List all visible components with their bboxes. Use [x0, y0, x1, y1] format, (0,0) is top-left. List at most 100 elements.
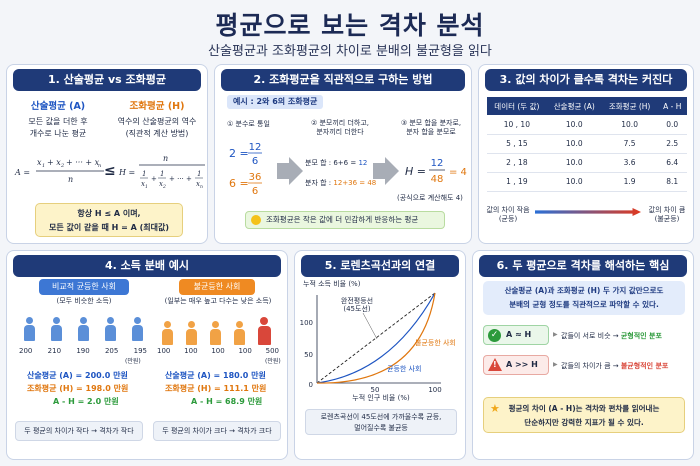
arrow-icon: ▶ — [553, 331, 558, 338]
svg-text:n: n — [163, 154, 168, 163]
formula-check: (공식으로 계산해도 4) — [397, 194, 463, 202]
svg-text:불균등한 사회: 불균등한 사회 — [415, 338, 456, 347]
svg-text:x: x — [37, 158, 42, 167]
star-icon: ★ — [490, 402, 500, 415]
arrow-icon: ▶ — [553, 361, 558, 368]
svg-text:1: 1 — [160, 170, 164, 178]
svg-text:+ ··· + x: + ··· + x — [66, 158, 100, 167]
panel-header: 5. 로렌츠곡선과의 연결 — [301, 255, 459, 277]
svg-text:분자 합 : 12+36 = 48: 분자 합 : 12+36 = 48 — [305, 178, 376, 187]
svg-text:6: 6 — [252, 186, 258, 197]
panel-header: 6. 두 평균으로 격차를 해석하는 핵심 — [479, 255, 687, 277]
equal-society-sub: (모두 비슷한 소득) — [56, 297, 112, 305]
svg-text:균등한 사회: 균등한 사회 — [387, 364, 421, 373]
svg-text:2: 2 — [60, 163, 64, 169]
panel-header: 3. 값의 차이가 클수록 격차는 커진다 — [485, 69, 687, 91]
svg-text:+: + — [151, 175, 157, 183]
svg-text:n: n — [98, 163, 101, 169]
panel-header: 1. 산술평균 vs 조화평균 — [13, 69, 201, 91]
person-icon — [161, 321, 173, 345]
unequal-note: 두 평균의 차이가 크다 → 격차가 크다 — [153, 421, 281, 441]
panel-gap-table: 3. 값의 차이가 클수록 격차는 커진다 데이터 (두 값) 산술평균 (A)… — [478, 64, 694, 244]
svg-text:x: x — [141, 180, 145, 188]
hm-steps-diagram: 2 = 12 6 6 = 36 6 분모 합 : 6+6 = 12 분자 합 :… — [229, 142, 467, 197]
page-subtitle: 산술평균과 조화평균의 차이로 분배의 불균형을 읽다 — [208, 44, 492, 59]
person-icon — [131, 317, 143, 341]
gap-gradient-arrow — [535, 208, 641, 216]
panel-key-interpretation: 6. 두 평균으로 격차를 해석하는 핵심 산술평균 (A)과 조화평균 (H)… — [472, 250, 694, 460]
unit-label: (만원) — [125, 358, 141, 365]
tick-y-100: 100 — [300, 319, 313, 327]
svg-text:분모 합 : 6+6 = 12: 분모 합 : 6+6 = 12 — [305, 158, 367, 167]
svg-text:12: 12 — [249, 142, 262, 153]
unequal-society-tag: 불균등한 사회 — [179, 279, 255, 295]
less-equal-symbol: ≤ — [104, 163, 116, 179]
tick-y-50: 50 — [304, 351, 313, 359]
warning-icon — [488, 358, 502, 371]
svg-text:(45도선): (45도선) — [343, 304, 371, 313]
conclusion-box: ★ 평균의 차이 (A - H)는 격차와 편차를 읽어내는 단순하지만 강력한 … — [483, 397, 685, 433]
svg-text:완전평등선: 완전평등선 — [341, 296, 373, 305]
svg-text:+ ··· +: + ··· + — [169, 175, 192, 183]
unequal-results: 산술평균 (A) = 180.0 만원 조화평균 (H) = 111.1 만원 … — [165, 371, 267, 406]
unequal-society-sub: (일부는 매우 높고 다수는 낮은 소득) — [164, 297, 272, 305]
gap-table: 데이터 (두 값) 산술평균 (A) 조화평균 (H) A - H 10 , 1… — [487, 97, 687, 192]
svg-text:12: 12 — [431, 158, 444, 169]
person-icon — [23, 317, 35, 341]
hm-desc: 역수의 산술평균의 역수 (직관적 계산 방법) — [117, 117, 197, 138]
svg-text:n: n — [68, 175, 73, 184]
gap-large-label: 값의 차이 큼 (불균등) — [648, 206, 686, 223]
svg-text:2: 2 — [162, 184, 166, 190]
step-2: ② 분모끼리 더하고, 분자끼리 더한다 — [310, 119, 370, 136]
svg-text:1: 1 — [142, 170, 146, 178]
svg-text:n: n — [200, 185, 203, 190]
equal-note: 두 평균의 차이가 작다 → 격차가 작다 — [15, 421, 143, 441]
svg-text:A =: A = — [14, 168, 30, 177]
table-row: 2 , 18 10.0 3.6 6.4 — [487, 153, 687, 173]
svg-text:48: 48 — [431, 174, 444, 185]
svg-text:x: x — [159, 180, 163, 188]
lightbulb-icon — [251, 215, 261, 225]
equal-people — [23, 317, 143, 341]
balanced-text: 값들이 서로 비슷 → 균형적인 분포 — [561, 332, 662, 340]
person-icon — [233, 321, 245, 345]
col-diff: A - H — [657, 97, 687, 115]
page-title: 평균으로 보는 격차 분석 — [215, 11, 485, 40]
uneven-curve — [316, 292, 436, 384]
table-row: 10 , 10 10.0 10.0 0.0 — [487, 115, 687, 135]
svg-text:1: 1 — [42, 163, 45, 169]
unbalanced-text: 값들의 차이가 큼 → 불균형적인 분포 — [561, 362, 669, 370]
svg-text:6 =: 6 = — [229, 177, 249, 190]
step-3: ③ 분모 합을 분자로, 분자 합을 분모로 — [400, 119, 462, 136]
lorenz-xlabel: 누적 인구 비율 (%) — [352, 394, 410, 402]
even-curve — [316, 292, 436, 384]
person-icon — [209, 321, 221, 345]
svg-text:H =: H = — [405, 165, 426, 178]
tick-y-0: 0 — [309, 381, 313, 389]
unbalanced-indicator: ! A >> H — [483, 355, 549, 375]
svg-text:= 4: = 4 — [449, 167, 467, 178]
person-icon — [185, 321, 197, 345]
step-1: ① 분수로 통일 — [227, 120, 270, 128]
hm-tip-box: 조화평균은 작은 값에 더 민감하게 반응하는 평균 — [245, 211, 445, 229]
svg-text:2 =: 2 = — [229, 147, 249, 160]
panel-lorenz: 5. 로렌츠곡선과의 연결 누적 소득 비율 (%) 100 50 0 50 1… — [294, 250, 466, 460]
lorenz-chart: 100 50 0 50 100 완전평등선 (45도선) 불균등한 사회 균등한… — [300, 292, 456, 394]
hm-title: 조화평균 (H) — [129, 101, 185, 112]
tick-x-100: 100 — [428, 386, 441, 394]
panel-am-vs-hm: 1. 산술평균 vs 조화평균 산술평균 (A) 조화평균 (H) 모든 값을 … — [6, 64, 208, 244]
svg-text:6: 6 — [252, 156, 258, 167]
svg-text:H =: H = — [118, 168, 135, 177]
panel-header: 2. 조화평균을 직관적으로 구하는 방법 — [221, 69, 465, 91]
svg-text:+ x: + x — [47, 158, 61, 167]
person-icon — [50, 317, 62, 341]
lorenz-note: 로렌츠곡선이 45도선에 가까울수록 균등, 멀어질수록 불균등 — [305, 409, 457, 435]
equal-values: 200 210 190 205 195 — [19, 347, 147, 355]
am-title: 산술평균 (A) — [30, 101, 86, 112]
tick-x-50: 50 — [371, 386, 380, 394]
unit-label: (만원) — [265, 358, 281, 365]
check-icon: ✓ — [488, 329, 501, 342]
unequal-people — [161, 317, 271, 345]
person-icon — [77, 317, 89, 341]
